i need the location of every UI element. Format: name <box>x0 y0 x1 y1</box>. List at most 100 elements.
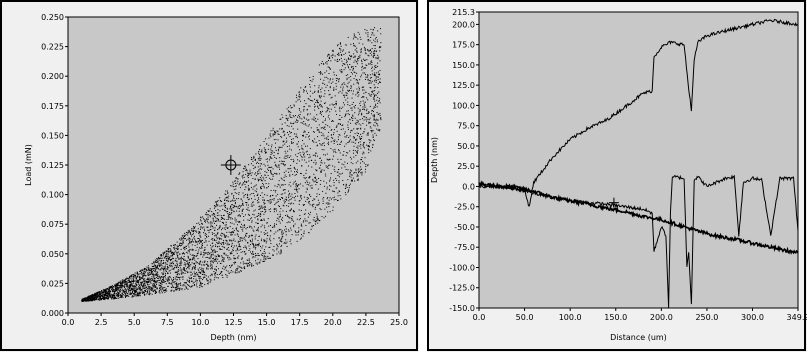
scatter-point <box>285 196 287 198</box>
scatter-point <box>356 119 358 121</box>
scatter-point <box>154 270 156 272</box>
scatter-point <box>213 232 215 234</box>
scatter-point <box>294 199 296 201</box>
scatter-point <box>117 291 119 293</box>
scatter-point <box>158 275 160 277</box>
scatter-point <box>102 293 104 295</box>
scatter-point <box>239 215 241 217</box>
scatter-point <box>168 276 170 278</box>
scatter-point <box>326 70 328 72</box>
scatter-point <box>166 268 168 270</box>
scatter-point <box>209 215 211 217</box>
scatter-point <box>306 197 308 199</box>
scatter-point <box>240 251 242 253</box>
scatter-point <box>316 215 318 217</box>
scatter-point <box>260 158 262 160</box>
scatter-point <box>244 267 246 269</box>
scatter-point <box>144 278 146 280</box>
scatter-point <box>370 77 372 79</box>
scatter-point <box>217 262 219 264</box>
scatter-point <box>193 275 195 277</box>
scatter-point <box>180 282 182 284</box>
scatter-point <box>266 257 268 259</box>
scatter-point <box>280 249 282 251</box>
scatter-point <box>269 196 271 198</box>
scatter-point <box>270 240 272 242</box>
scatter-point <box>223 252 225 254</box>
scatter-point <box>251 198 253 200</box>
scatter-point <box>303 196 305 198</box>
scatter-point <box>188 266 190 268</box>
scatter-point <box>102 292 104 294</box>
scatter-point <box>373 34 375 36</box>
scatter-point <box>371 54 373 56</box>
scatter-point <box>240 262 242 264</box>
scatter-point <box>300 224 302 226</box>
scatter-point <box>188 239 190 241</box>
scatter-point <box>247 209 249 211</box>
scatter-point <box>127 277 129 279</box>
scatter-point <box>319 183 321 185</box>
scatter-point <box>354 122 356 124</box>
scatter-point <box>133 288 135 290</box>
scatter-point <box>142 292 144 294</box>
scatter-point <box>265 138 267 140</box>
scatter-point <box>167 266 169 268</box>
scatter-point <box>207 235 209 237</box>
scatter-point <box>243 266 245 268</box>
scatter-point <box>154 270 156 272</box>
scatter-point <box>121 287 123 289</box>
scatter-point <box>317 118 319 120</box>
scatter-point <box>330 108 332 110</box>
scatter-point <box>278 133 280 135</box>
scatter-point <box>309 84 311 86</box>
scatter-point <box>169 269 171 271</box>
scatter-point <box>131 292 133 294</box>
scatter-point <box>194 238 196 240</box>
scatter-point <box>295 187 297 189</box>
scatter-point <box>180 284 182 286</box>
scatter-point <box>165 259 167 261</box>
scatter-point <box>361 63 363 65</box>
scatter-point <box>360 52 362 54</box>
scatter-point <box>301 145 303 147</box>
scatter-point <box>183 259 185 261</box>
scatter-point <box>187 244 189 246</box>
scatter-point <box>220 238 222 240</box>
scatter-point <box>100 297 102 299</box>
scatter-point <box>187 288 189 290</box>
scatter-point <box>247 213 249 215</box>
scatter-point <box>277 199 279 201</box>
scatter-point <box>223 243 225 245</box>
scatter-point <box>365 53 367 55</box>
scatter-point <box>293 133 295 135</box>
scatter-point <box>283 171 285 173</box>
scatter-point <box>318 64 320 66</box>
scatter-point <box>176 248 178 250</box>
scatter-point <box>202 277 204 279</box>
scatter-point <box>303 108 305 110</box>
scatter-point <box>165 250 167 252</box>
scatter-point <box>160 269 162 271</box>
scatter-point <box>286 245 288 247</box>
scatter-point <box>182 242 184 244</box>
scatter-point <box>165 256 167 258</box>
scatter-point <box>376 112 378 114</box>
scatter-point <box>201 267 203 269</box>
scatter-point <box>180 262 182 264</box>
scatter-point <box>198 277 200 279</box>
scatter-point <box>177 246 179 248</box>
scatter-point <box>274 133 276 135</box>
scatter-point <box>246 170 248 172</box>
scatter-point <box>201 286 203 288</box>
scatter-point <box>254 248 256 250</box>
scatter-point <box>347 113 349 115</box>
scatter-point <box>279 215 281 217</box>
scatter-point <box>349 150 351 152</box>
scatter-point <box>251 217 253 219</box>
scatter-point <box>233 205 235 207</box>
scatter-point <box>204 274 206 276</box>
scatter-point <box>289 130 291 132</box>
scatter-point <box>116 289 118 291</box>
scatter-point <box>253 247 255 249</box>
